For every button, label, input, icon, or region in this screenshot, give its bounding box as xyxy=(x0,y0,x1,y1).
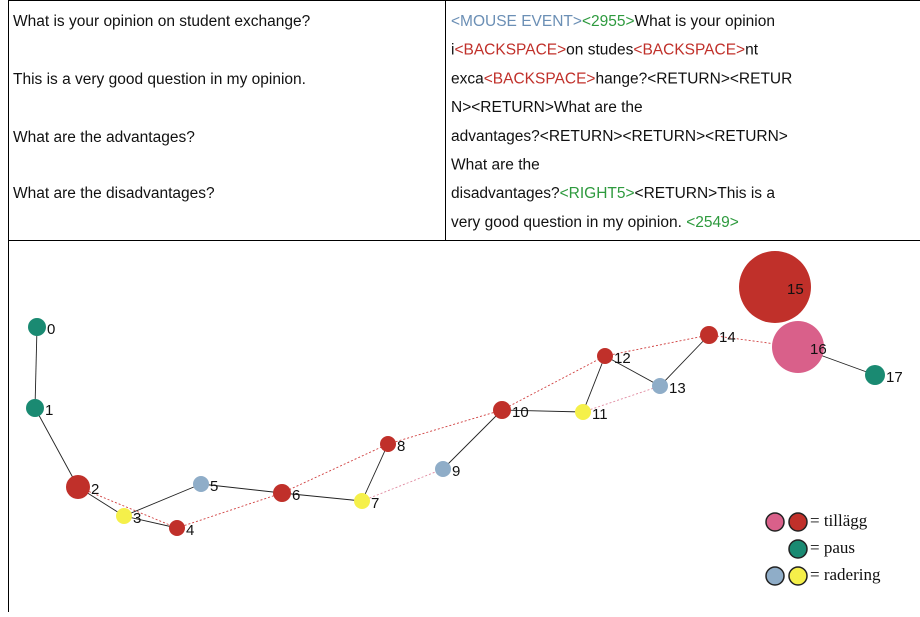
log-token: advantages?<RETURN><RETURN><RETURN> xyxy=(451,128,788,145)
question: What are the advantages? xyxy=(13,129,195,146)
node xyxy=(169,520,185,536)
node-label: 13 xyxy=(669,380,686,397)
log-line: i<BACKSPACE>on studes<BACKSPACE>nt xyxy=(451,42,759,59)
edge xyxy=(583,356,605,412)
edge xyxy=(35,408,78,487)
node-label: 5 xyxy=(210,478,218,495)
node xyxy=(26,399,44,417)
node-label: 14 xyxy=(719,329,736,346)
edge xyxy=(124,516,177,528)
node-label: 2 xyxy=(91,481,99,498)
node-label: 11 xyxy=(592,406,608,423)
legend-swatch xyxy=(789,513,807,531)
log-token: N><RETURN>What are the xyxy=(451,99,643,116)
log-token: What is your opinion xyxy=(635,13,775,30)
edges xyxy=(35,327,875,528)
log-token: hange?<RETURN><RETUR xyxy=(595,70,792,87)
node xyxy=(700,326,718,344)
edge xyxy=(660,335,709,386)
node xyxy=(273,484,291,502)
node-label: 12 xyxy=(614,350,631,367)
log-token: <MOUSE EVENT> xyxy=(451,13,582,30)
log-token: disadvantages? xyxy=(451,185,560,202)
log-token: What are the xyxy=(451,157,540,174)
legend-label: = tillägg xyxy=(810,511,868,530)
node-label: 15 xyxy=(787,281,804,298)
node-label: 6 xyxy=(292,487,300,504)
log-token: <2549> xyxy=(686,214,739,231)
node-label: 17 xyxy=(886,369,903,386)
log-line: very good question in my opinion. <2549> xyxy=(451,214,739,231)
edge xyxy=(282,444,388,493)
node-label: 1 xyxy=(45,402,53,419)
log-line: advantages?<RETURN><RETURN><RETURN> xyxy=(451,128,788,145)
legend-swatch xyxy=(789,567,807,585)
question: What are the disadvantages? xyxy=(13,185,215,202)
node xyxy=(116,508,132,524)
log-line: disadvantages?<RIGHT5><RETURN>This is a xyxy=(451,185,775,202)
question: This is a very good question in my opini… xyxy=(13,71,306,88)
node xyxy=(575,404,591,420)
node-label: 4 xyxy=(186,522,194,539)
log-line: What are the xyxy=(451,157,540,174)
node-label: 8 xyxy=(397,438,405,455)
log-line: N><RETURN>What are the xyxy=(451,99,643,116)
node-label: 16 xyxy=(810,341,827,358)
node xyxy=(354,493,370,509)
legend-swatch xyxy=(766,513,784,531)
log-token: <RIGHT5> xyxy=(560,185,635,202)
node xyxy=(493,401,511,419)
legend-label: = radering xyxy=(810,565,881,584)
edge xyxy=(35,327,37,408)
node xyxy=(652,378,668,394)
node xyxy=(865,365,885,385)
edge xyxy=(362,444,388,501)
node xyxy=(193,476,209,492)
question: What is your opinion on student exchange… xyxy=(13,13,311,30)
legend-swatch xyxy=(766,567,784,585)
node-label: 9 xyxy=(452,463,460,480)
log-token: very good question in my opinion. xyxy=(451,214,686,231)
log-line: exca<BACKSPACE>hange?<RETURN><RETUR xyxy=(451,70,792,87)
node xyxy=(380,436,396,452)
node-label: 7 xyxy=(371,495,379,512)
legend-label: = paus xyxy=(810,538,855,557)
edge xyxy=(502,356,605,410)
node xyxy=(435,461,451,477)
table-border xyxy=(9,1,920,241)
node xyxy=(597,348,613,364)
log-line: <MOUSE EVENT><2955>What is your opinion xyxy=(451,13,775,30)
log-token: <BACKSPACE> xyxy=(633,42,745,59)
log-token: exca xyxy=(451,70,484,87)
node-label: 0 xyxy=(47,321,55,338)
log-token: <2955> xyxy=(582,13,635,30)
node-label: 10 xyxy=(512,404,529,421)
legend-swatch xyxy=(789,540,807,558)
log-token: on studes xyxy=(566,42,633,59)
log-token: nt xyxy=(745,42,759,59)
node xyxy=(28,318,46,336)
node xyxy=(66,475,90,499)
log-token: <RETURN>This is a xyxy=(635,185,776,202)
log-token: <BACKSPACE> xyxy=(484,70,596,87)
node-label: 3 xyxy=(133,510,141,527)
log-token: <BACKSPACE> xyxy=(454,42,566,59)
